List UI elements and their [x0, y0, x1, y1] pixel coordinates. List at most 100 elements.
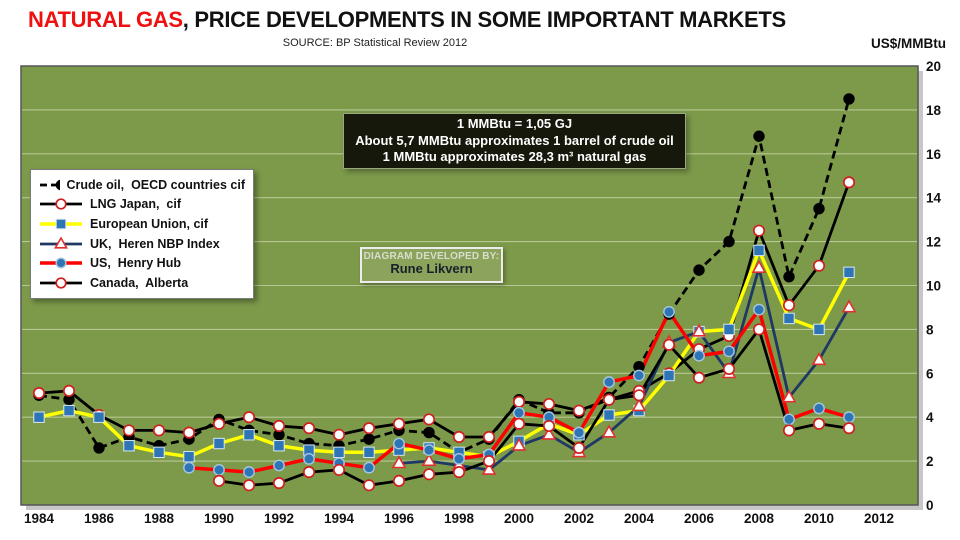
data-point-marker	[512, 395, 526, 408]
source-caption: SOURCE: BP Statistical Review 2012	[282, 37, 468, 49]
y-tick-label: 14	[926, 191, 942, 206]
legend-item: US, Henry Hub	[39, 255, 245, 272]
data-point-marker	[182, 426, 196, 439]
data-point-marker	[212, 474, 226, 487]
data-point-marker	[632, 389, 646, 402]
legend-marker	[40, 236, 82, 249]
x-tick-label: 2010	[804, 511, 834, 526]
page-title-highlight: NATURAL GAS	[28, 7, 183, 32]
data-point-marker	[123, 440, 135, 452]
data-point-marker	[302, 422, 316, 435]
data-point-marker	[55, 257, 67, 269]
legend-item: UK, Heren NBP Index	[39, 235, 245, 252]
y-tick-label: 2	[926, 454, 934, 469]
data-point-marker	[752, 224, 766, 237]
data-point-marker	[783, 271, 795, 283]
data-point-marker	[54, 236, 68, 249]
data-point-marker	[693, 264, 705, 276]
data-point-marker	[842, 176, 856, 189]
x-tick-label: 2002	[564, 511, 594, 526]
data-point-marker	[783, 413, 795, 426]
data-point-marker	[542, 397, 556, 411]
y-tick-label: 12	[926, 235, 941, 250]
series-line	[38, 181, 851, 439]
x-tick-label: 2008	[744, 511, 775, 526]
data-point-marker	[541, 426, 557, 440]
x-tick-label: 2004	[624, 511, 655, 526]
conversion-note-line2: About 5,7 MMBtu approximates 1 barrel of…	[355, 132, 674, 148]
x-tick-label: 1990	[204, 511, 234, 526]
data-point-marker	[242, 479, 256, 492]
data-point-marker	[753, 244, 765, 257]
data-point-marker	[422, 468, 436, 481]
page-title-rest: , PRICE DEVELOPMENTS IN SOME IMPORTANT M…	[182, 7, 786, 32]
series-line	[218, 328, 850, 487]
data-point-marker	[573, 426, 585, 439]
legend-item: Canada, Alberta	[39, 275, 245, 292]
data-point-marker	[723, 345, 735, 358]
y-tick-label: 8	[926, 322, 934, 337]
x-tick-label: 1996	[384, 511, 415, 526]
credit-box: DIAGRAM DEVELOPED BY: Rune Likvern	[360, 247, 503, 283]
data-point-marker	[93, 442, 105, 454]
legend-marker	[40, 198, 82, 211]
credit-author: Rune Likvern	[390, 261, 473, 276]
legend-label: LNG Japan, cif	[90, 197, 181, 212]
y-tick-label: 0	[926, 498, 934, 513]
data-point-marker	[63, 404, 75, 417]
data-point-marker	[55, 179, 60, 190]
legend-marker	[40, 257, 82, 269]
data-point-marker	[842, 422, 856, 435]
data-point-marker	[602, 393, 616, 406]
page-title: NATURAL GAS, PRICE DEVELOPMENTS IN SOME …	[28, 7, 786, 33]
legend: Crude oil, OECD countries cif LNG Japan, …	[30, 169, 254, 299]
data-point-marker	[753, 303, 765, 316]
data-point-marker	[62, 384, 76, 397]
data-point-marker	[452, 430, 466, 444]
data-point-marker	[662, 338, 676, 351]
y-tick-label: 10	[926, 279, 941, 294]
data-point-marker	[482, 430, 496, 444]
data-point-marker	[122, 424, 136, 437]
data-point-marker	[813, 202, 825, 215]
credit-caption: DIAGRAM DEVELOPED BY:	[363, 251, 500, 262]
data-point-marker	[631, 398, 647, 412]
data-point-marker	[422, 413, 436, 426]
data-point-marker	[603, 376, 615, 388]
data-point-marker	[333, 446, 345, 459]
data-point-marker	[452, 466, 466, 479]
data-point-marker	[362, 422, 376, 435]
legend-label: Crude oil, OECD countries cif	[66, 177, 246, 192]
data-point-marker	[811, 352, 827, 366]
data-point-marker	[453, 453, 465, 465]
legend-item: LNG Japan, cif	[39, 196, 245, 213]
data-point-marker	[781, 389, 797, 403]
legend-item: Crude oil, OECD countries cif	[39, 176, 245, 193]
data-point-marker	[213, 463, 225, 476]
data-point-marker	[751, 259, 767, 273]
data-point-marker	[243, 429, 255, 441]
data-point-marker	[152, 424, 166, 437]
data-point-marker	[633, 369, 645, 382]
y-tick-label: 18	[926, 103, 942, 118]
data-point-marker	[392, 417, 406, 430]
data-point-marker	[663, 369, 675, 382]
y-tick-label: 16	[926, 147, 942, 162]
data-point-marker	[183, 461, 195, 474]
data-point-marker	[752, 323, 766, 336]
legend-label: European Union, cif	[90, 217, 209, 232]
data-point-marker	[783, 312, 795, 325]
x-tick-label: 1994	[324, 511, 355, 526]
data-point-marker	[542, 419, 556, 433]
legend-label: US, Henry Hub	[90, 256, 181, 271]
data-point-marker	[212, 417, 226, 430]
data-point-marker	[843, 411, 855, 424]
legend-label: UK, Heren NBP Index	[90, 236, 220, 251]
legend-marker	[40, 218, 82, 230]
data-point-marker	[332, 463, 346, 476]
data-point-marker	[813, 323, 825, 336]
legend-marker	[40, 277, 82, 289]
data-point-marker	[692, 371, 706, 384]
data-point-marker	[55, 277, 67, 289]
